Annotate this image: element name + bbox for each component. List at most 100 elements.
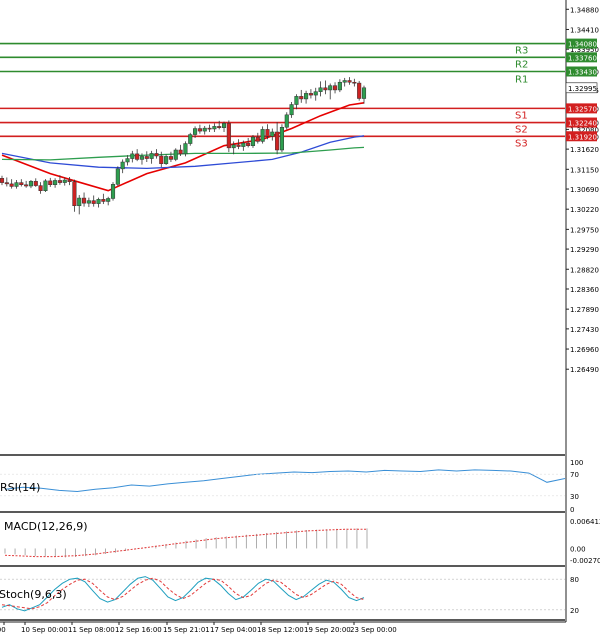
level-name-r2: R2 [515, 59, 528, 70]
level-price-tag [566, 66, 597, 77]
candle-body [328, 85, 333, 91]
candle-body [313, 91, 318, 96]
candle-body [82, 197, 87, 204]
candle-body [246, 142, 251, 146]
candle-body [188, 134, 193, 144]
candle-body [231, 144, 236, 149]
candle-body [275, 131, 280, 151]
rsi-line [4, 469, 566, 493]
price-tick-label: 1.29290 [570, 246, 599, 254]
current-price-tag [565, 82, 598, 94]
candle-body [4, 182, 9, 185]
time-tick-label: 10 Sep 00:00 [21, 626, 68, 634]
candle-body [217, 126, 222, 128]
price-tick-label: 1.34410 [570, 26, 599, 34]
level-price-tag [566, 103, 597, 114]
candle-body [207, 127, 212, 130]
candle-body [72, 181, 77, 207]
candle-body [255, 136, 260, 142]
candle-body [57, 180, 62, 183]
candle-body [332, 85, 338, 91]
price-tick-label: 1.32080 [570, 126, 599, 134]
level-price-label: 1.31920 [568, 133, 597, 141]
candle-body [279, 127, 284, 151]
candle-body [342, 80, 347, 83]
stoch-title: Stoch(9,6,3) [0, 588, 67, 601]
candle-body [125, 158, 130, 163]
candle-body [260, 129, 265, 142]
price-tick-label: 1.27430 [570, 326, 599, 334]
rsi-tick-label: 70 [570, 471, 579, 479]
stoch-tick-label: 20 [570, 607, 579, 615]
level-price-label: 1.34080 [568, 41, 597, 49]
stoch-k-line [1, 576, 365, 612]
price-tick-label: 1.29750 [570, 226, 599, 234]
time-tick-label: 9:00 [0, 626, 6, 634]
candle-body [193, 128, 198, 135]
level-price-label: 1.32240 [568, 120, 597, 128]
price-tick-label: 1.27890 [570, 306, 599, 314]
time-tick-label: 23 Sep 00:00 [350, 626, 397, 634]
candle-body [48, 180, 53, 185]
candle-body [9, 183, 14, 187]
moving-average-line [1, 135, 365, 170]
candle-body [24, 184, 29, 187]
macd-tick-label: 0.006412 [570, 518, 600, 526]
macd-signal-line [4, 528, 367, 558]
macd-tick-label: 0.00 [570, 545, 586, 553]
candle-body [159, 155, 164, 164]
level-price-tag [566, 38, 597, 49]
candle-body [323, 87, 328, 91]
candle-body [164, 156, 169, 164]
candle-body [0, 178, 5, 183]
candle-body [361, 87, 367, 99]
level-name-s1: S1 [515, 110, 528, 121]
candle-body [318, 87, 323, 92]
stoch-tick-label: 80 [570, 576, 579, 584]
candle-body [236, 144, 241, 147]
price-tick-label: 1.30220 [570, 206, 599, 214]
candle-body [294, 96, 299, 105]
price-tick-label: 1.26490 [570, 366, 599, 374]
candle-body [284, 114, 289, 128]
candle-body [130, 153, 135, 159]
time-tick-label: 11 Sep 08:00 [68, 626, 115, 634]
candle-body [289, 104, 294, 116]
candle-body [139, 156, 145, 160]
time-tick-label: 12 Sep 16:00 [115, 626, 162, 634]
level-price-label: 1.33430 [568, 68, 597, 76]
current-price-label: 1.32995 [568, 85, 597, 93]
candle-body [110, 184, 116, 199]
candle-body [38, 185, 43, 191]
time-tick-label: 15 Sep 21:01 [163, 626, 210, 634]
candle-body [197, 128, 202, 132]
level-name-s3: S3 [515, 138, 528, 149]
rsi-tick-label: 0 [570, 506, 574, 514]
level-price-tag [566, 131, 597, 142]
candle-body [357, 82, 362, 99]
candle-body [308, 93, 313, 96]
candle-body [221, 123, 227, 128]
rsi-tick-label: 100 [570, 459, 583, 467]
rsi-tick-label: 30 [570, 493, 579, 501]
macd-tick-label: -0.002701 [570, 557, 600, 565]
candle-body [154, 153, 159, 157]
price-tick-label: 1.28820 [570, 266, 599, 274]
candle-body [33, 181, 38, 186]
candle-body [149, 153, 154, 159]
candle-body [337, 81, 342, 91]
candle-body [106, 198, 111, 202]
candle-body [19, 182, 24, 185]
candle-body [144, 156, 149, 159]
candle-body [347, 80, 352, 83]
level-name-r3: R3 [515, 46, 528, 57]
candle-body [212, 126, 217, 130]
time-tick-label: 18 Sep 12:00 [257, 626, 304, 634]
candle-body [28, 181, 34, 187]
time-tick-label: 17 Sep 04:00 [210, 626, 257, 634]
price-tick-label: 1.30690 [570, 186, 599, 194]
candle-body [96, 199, 101, 204]
candle-body [226, 123, 231, 149]
level-price-label: 1.33760 [568, 54, 597, 62]
candle-body [135, 153, 140, 160]
